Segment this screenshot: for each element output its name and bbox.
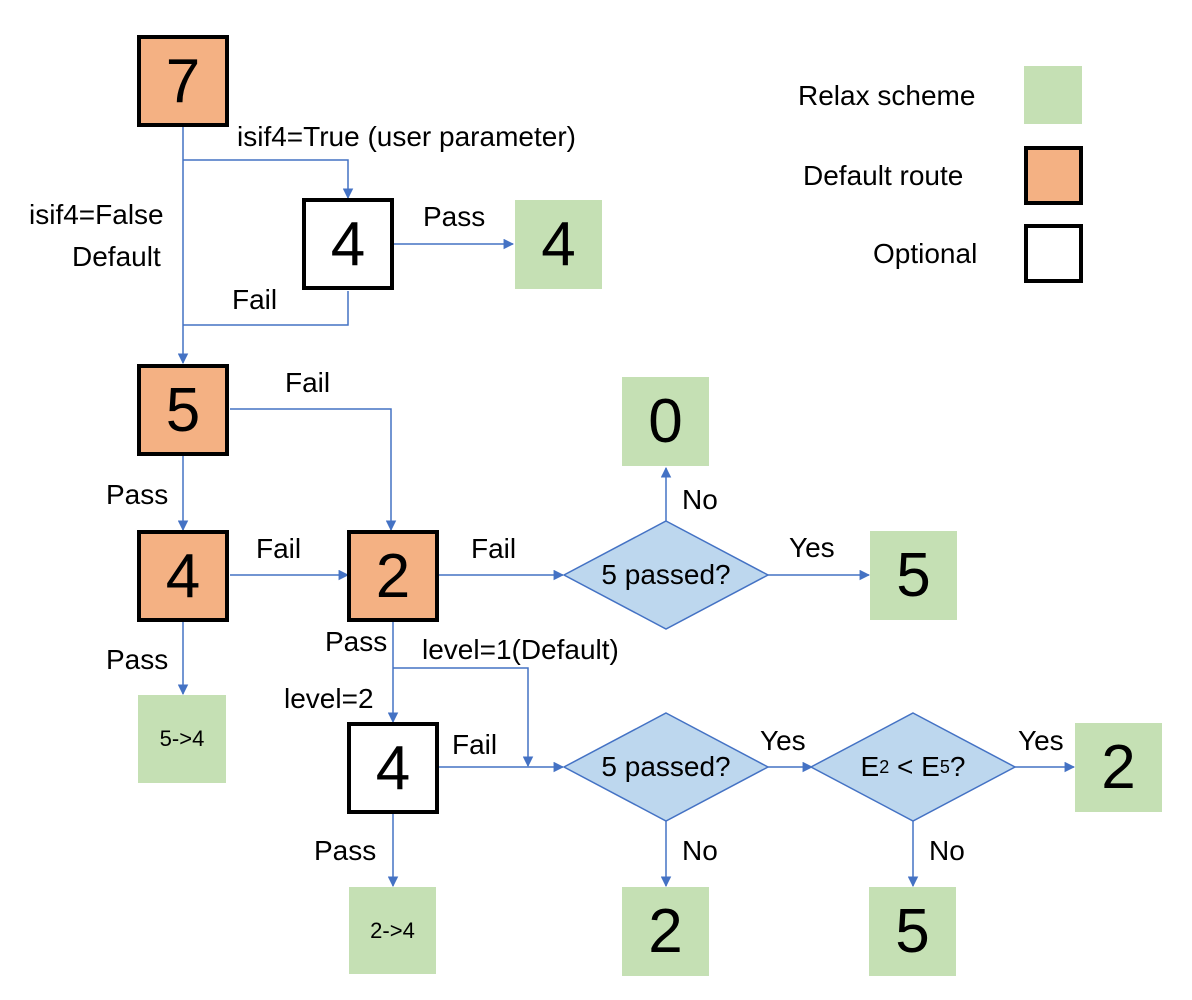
node-5-result: 5 <box>870 531 957 620</box>
decision-diamond-3 <box>809 712 1017 822</box>
node-2-to-4: 2->4 <box>349 887 436 974</box>
edge-5-fail-to-2 <box>230 408 397 532</box>
label-level-1: level=1(Default) <box>422 634 619 665</box>
node-5: 5 <box>137 364 229 456</box>
label-no-d1: No <box>682 484 718 515</box>
label-pass-2: Pass <box>325 626 388 657</box>
decision-3-sub-left: 2 <box>879 757 890 777</box>
label-pass-4: Pass <box>106 644 169 675</box>
label-yes-d3: Yes <box>1018 725 1064 756</box>
label-yes-d2: Yes <box>760 725 806 756</box>
legend-default-route-label: Default route <box>803 160 964 191</box>
decision-3-op: < <box>889 751 922 782</box>
node-4-result-top: 4 <box>515 200 602 289</box>
node-0: 0 <box>622 377 709 466</box>
node-4-optional-bottom: 4 <box>347 722 439 814</box>
decision-1-text: 5 passed? <box>601 559 731 590</box>
node-2-result-right: 2 <box>1075 723 1162 812</box>
label-no-d3: No <box>929 835 965 866</box>
label-isif4-false: isif4=False <box>29 199 164 230</box>
label-fail-4: Fail <box>256 533 302 564</box>
node-4-optional-top: 4 <box>302 198 394 290</box>
decision-2-text: 5 passed? <box>601 751 731 782</box>
node-4-default: 4 <box>137 530 229 622</box>
label-fail-2: Fail <box>471 533 517 564</box>
decision-3-sub-right: 5 <box>939 757 950 777</box>
decision-3-q: ? <box>949 751 966 782</box>
label-fail-4b: Fail <box>452 729 498 760</box>
node-5-to-4: 5->4 <box>138 695 226 783</box>
legend-default-route-swatch <box>1024 146 1083 205</box>
edge-level-1 <box>393 667 534 768</box>
decision-3-e-left: E <box>860 751 880 782</box>
node-2-result-bottom: 2 <box>622 887 709 976</box>
label-level-2: level=2 <box>284 683 374 714</box>
node-7: 7 <box>137 35 229 127</box>
label-fail-top: Fail <box>232 284 278 315</box>
node-2: 2 <box>347 530 439 622</box>
label-yes-d1: Yes <box>789 532 835 563</box>
label-pass-5: Pass <box>106 479 169 510</box>
decision-3-e-right: E <box>921 751 940 782</box>
label-default: Default <box>72 241 161 272</box>
label-pass-4b: Pass <box>314 835 377 866</box>
decision-diamond-2 <box>562 712 770 822</box>
label-pass-top: Pass <box>423 201 486 232</box>
edge-optional-4-fail <box>183 291 349 326</box>
label-no-d2: No <box>682 835 718 866</box>
edge-7-to-optional-4 <box>183 159 354 200</box>
legend-optional-swatch <box>1024 224 1083 283</box>
label-isif4-true: isif4=True (user parameter) <box>237 121 576 152</box>
legend-relax-scheme-label: Relax scheme <box>798 80 976 111</box>
node-5-result-bottom: 5 <box>869 887 956 976</box>
label-fail-5: Fail <box>285 367 331 398</box>
legend-relax-scheme-swatch <box>1024 66 1082 124</box>
decision-diamond-1 <box>562 520 770 630</box>
legend-optional-label: Optional <box>873 238 978 269</box>
